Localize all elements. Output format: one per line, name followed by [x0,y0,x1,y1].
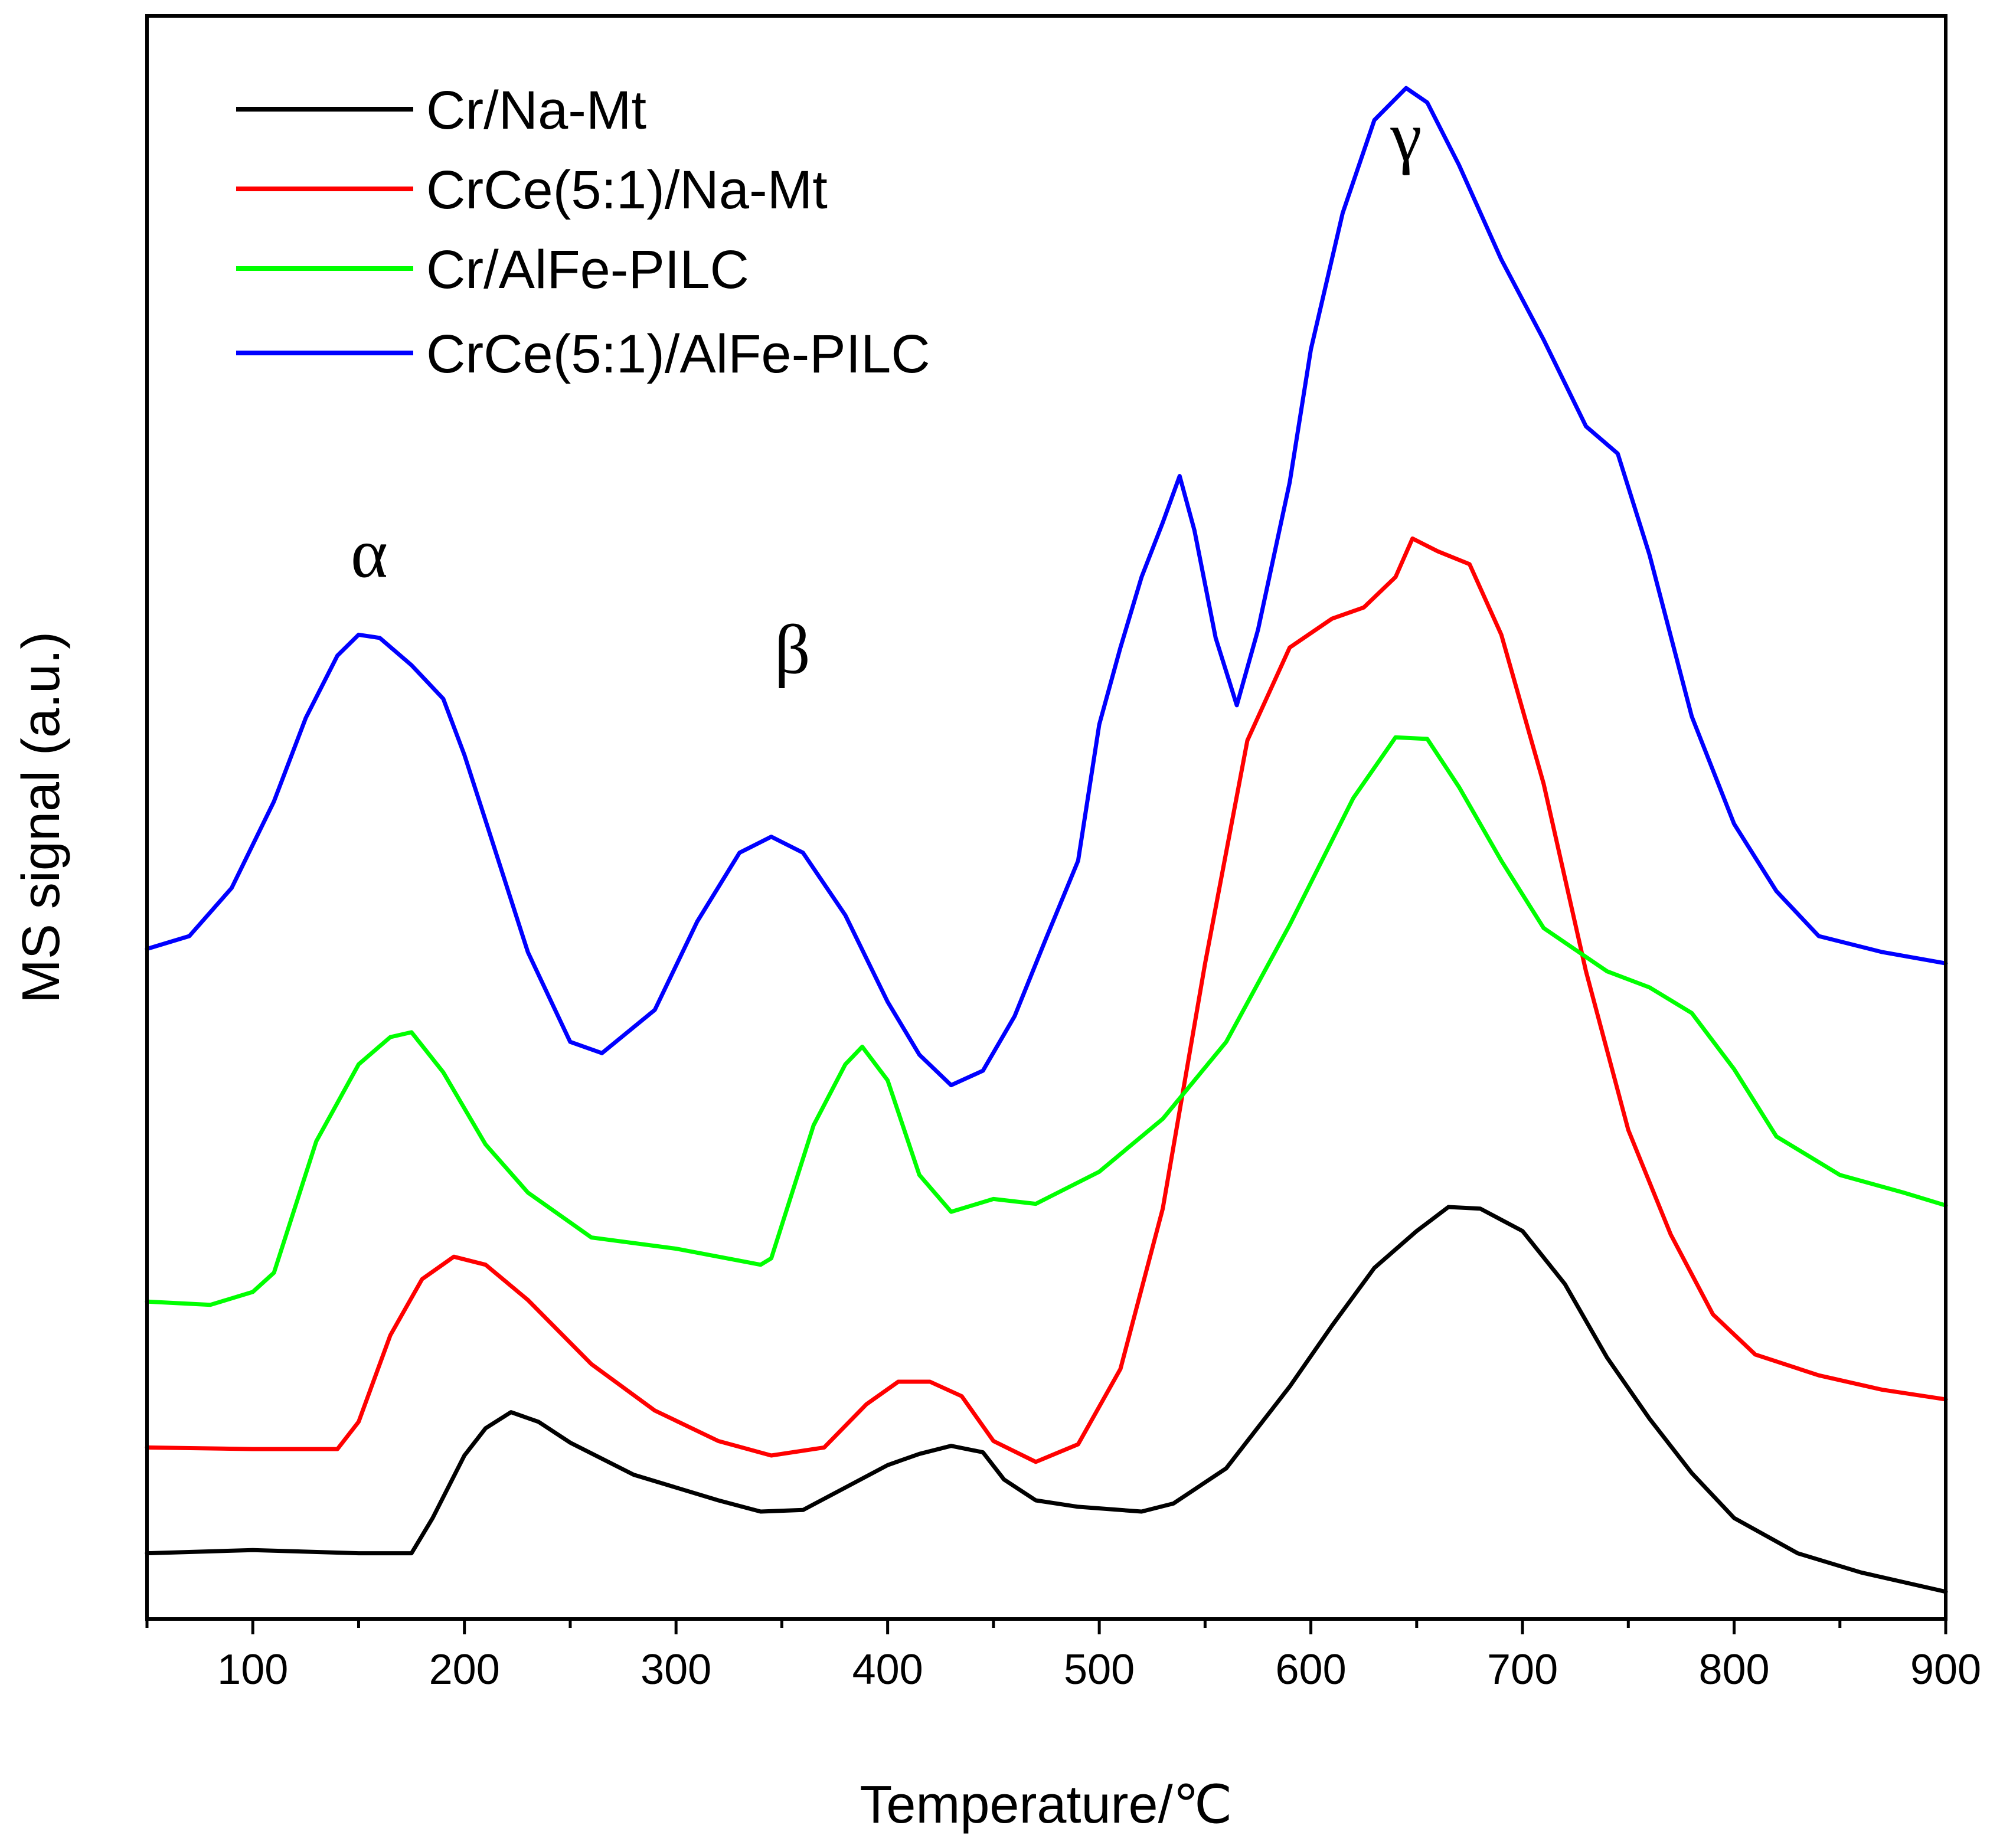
legend-item: Cr/AlFe-PILC [236,240,749,300]
x-tick-label: 800 [1698,1646,1769,1693]
legend-label-cr-alfe-pilc: Cr/AlFe-PILC [426,240,749,300]
legend-label-crce-na-mt: CrCe(5:1)/Na-Mt [426,160,828,220]
y-axis-title: MS signal (a.u.) [12,632,71,1003]
legend-label-cr-na-mt: Cr/Na-Mt [426,80,646,140]
x-axis-title: Temperature/℃ [860,1775,1232,1834]
peak-label-gamma: γ [1390,97,1422,175]
legend-label-crce-alfe-pilc: CrCe(5:1)/AlFe-PILC [426,324,930,384]
x-tick-label: 600 [1276,1646,1347,1693]
x-tick-label: 100 [217,1646,288,1693]
x-tick-label: 300 [641,1646,711,1693]
x-axis: 100 200 300 400 500 600 700 800 900 [145,1619,1981,1693]
peak-label-beta: β [775,610,811,689]
legend-item: CrCe(5:1)/Na-Mt [236,160,828,220]
legend: Cr/Na-Mt CrCe(5:1)/Na-Mt Cr/AlFe-PILC Cr… [236,80,930,384]
plot-frame [145,14,1947,1621]
x-tick-label: 400 [852,1646,923,1693]
series-line-cr-na-mt [145,1205,1948,1594]
x-tick-label: 700 [1487,1646,1558,1693]
legend-item: CrCe(5:1)/AlFe-PILC [236,324,930,384]
series-line-cr-alfe-pilc [145,735,1948,1307]
x-tick-label: 500 [1064,1646,1135,1693]
x-tick-label: 900 [1910,1646,1981,1693]
legend-item: Cr/Na-Mt [236,80,646,140]
series-line-crce-5-1-alfe-pilc [145,86,1948,1088]
series-line-crce-5-1-na-mt [145,536,1948,1464]
series-layer [145,86,1948,1594]
peak-label-alpha: α [351,514,388,593]
x-tick-label: 200 [429,1646,500,1693]
